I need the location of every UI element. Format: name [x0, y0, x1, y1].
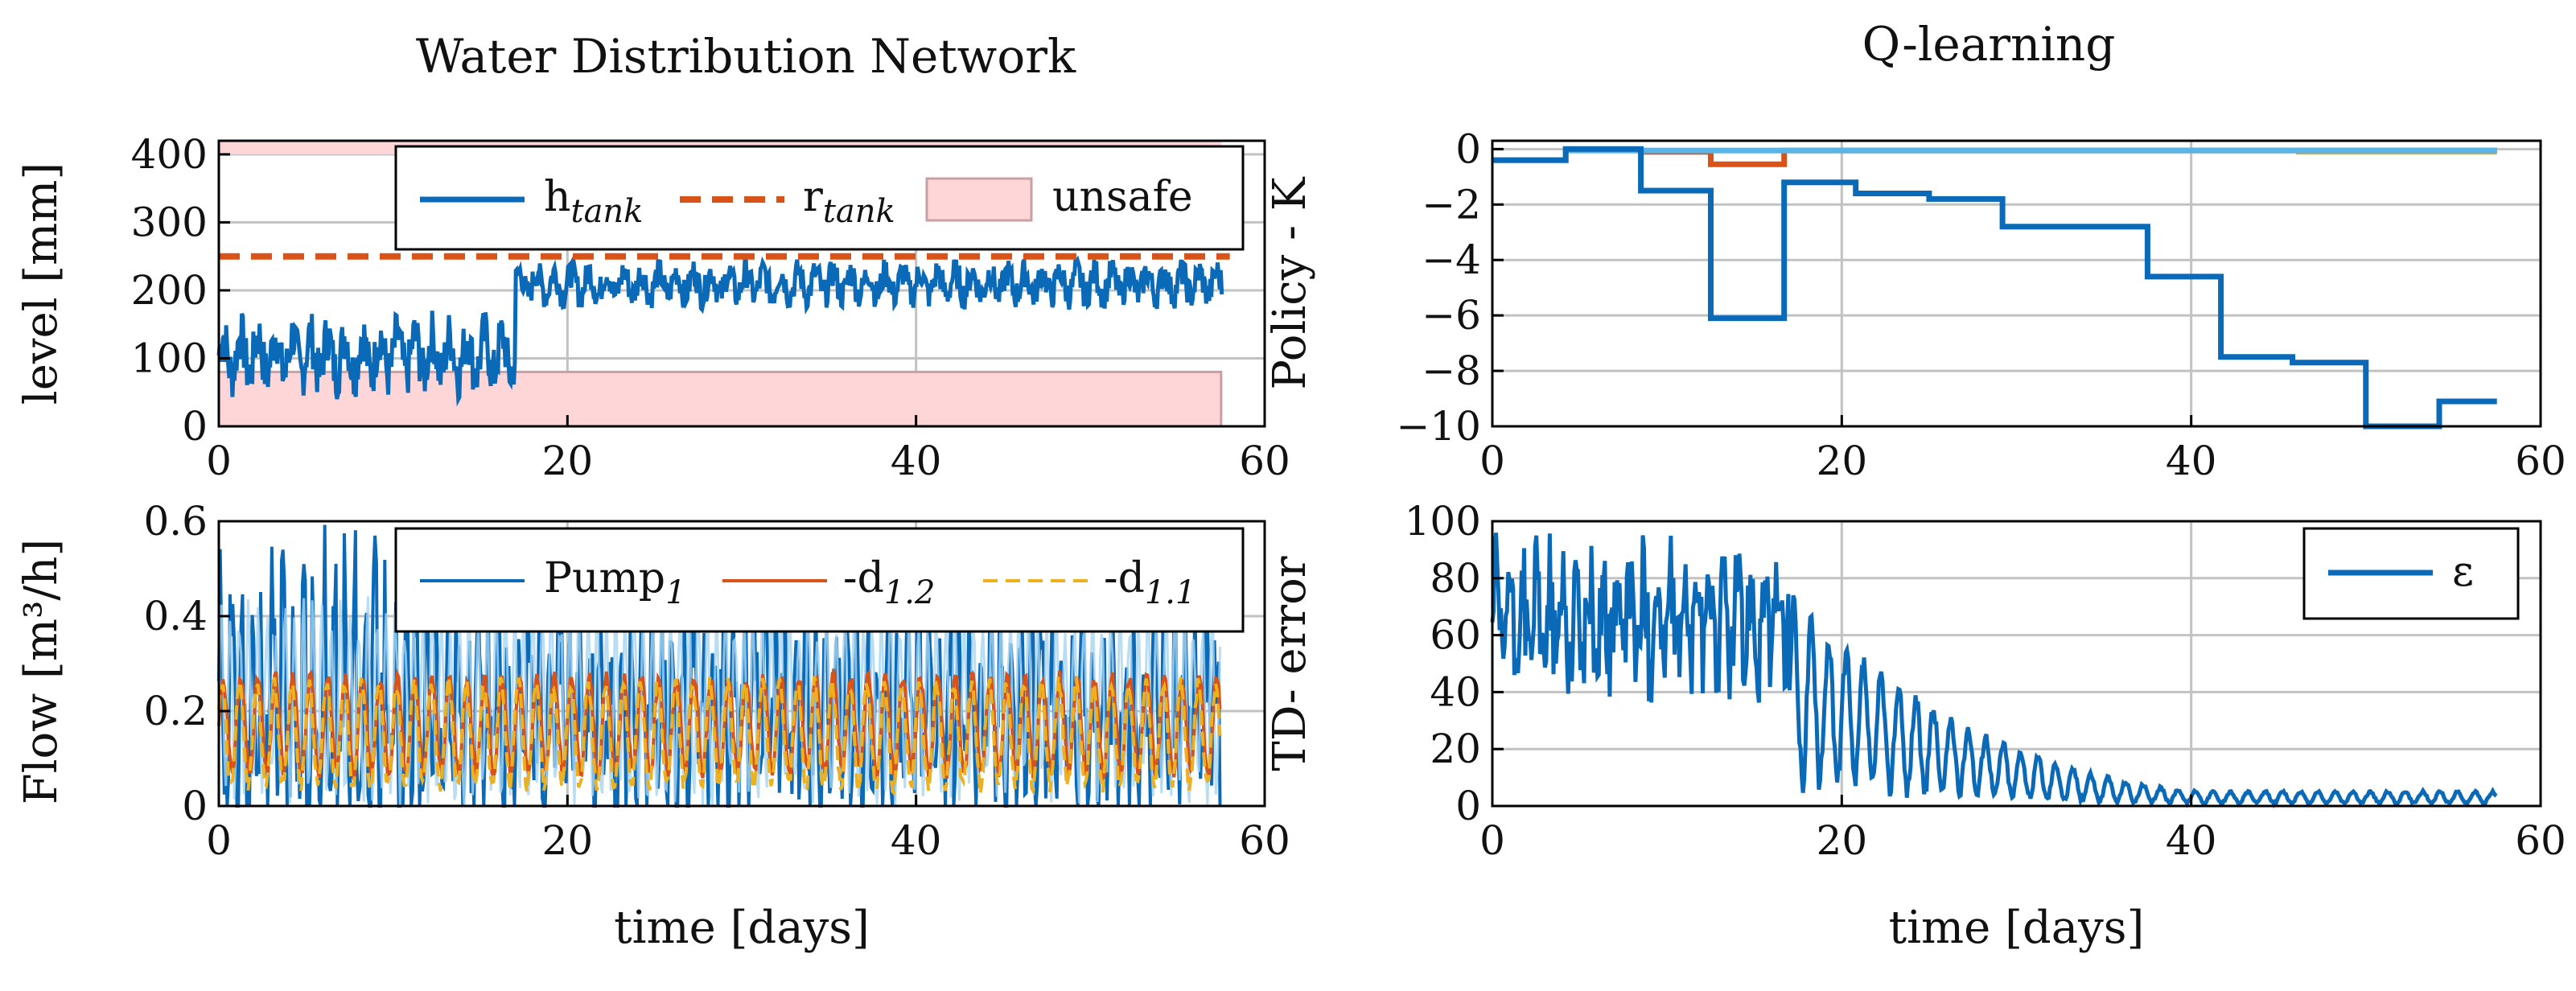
y-tick-label: 40 [1430, 668, 1481, 715]
y-tick-label: 0 [182, 783, 208, 829]
axes-frame [217, 139, 1266, 428]
y-tick-label: 20 [1430, 726, 1481, 772]
policy-line-k1 [1492, 146, 2497, 430]
x-tick-label: 60 [1239, 438, 1290, 484]
legend: Pump1 -d1.2 -d1.1 [394, 527, 1245, 633]
legend-swatch-unsafe [925, 177, 1033, 222]
x-tick-label: 20 [1817, 438, 1868, 484]
x-tick-label: 60 [2515, 817, 2566, 864]
title-left: Water Distribution Network [416, 29, 1076, 84]
x-tick-label: 40 [2166, 817, 2217, 864]
legend-label-eps: ε [2452, 548, 2474, 596]
legend-label-d11: -d1.1 [1104, 554, 1195, 611]
x-tick-label: 0 [206, 817, 232, 864]
x-tick-label: 40 [891, 817, 942, 864]
x-tick-label: 0 [1479, 438, 1505, 484]
y-axis-label: level [mm] [15, 162, 68, 405]
x-axis-label: time [days] [1889, 902, 2145, 954]
d11-line [217, 674, 1222, 797]
axes-frame [1491, 520, 2542, 808]
x-tick-label: 20 [542, 438, 594, 484]
legend-label-d12: -d1.2 [843, 554, 935, 611]
legend-label-pump: Pump1 [544, 554, 686, 611]
axes-frame [1491, 139, 2542, 428]
x-tick-label: 60 [2515, 438, 2566, 484]
legend-label-unsafe: unsafe [1052, 173, 1193, 221]
y-tick-label: 400 [131, 131, 208, 178]
y-tick-label: 0 [182, 403, 208, 450]
panel-level: 0 20 40 60 0 100 200 300 400 level [mm] htank rtank… [15, 131, 1290, 484]
panel-flow: 0 20 40 60 0 0.2 0.4 0.6 time [days] Flow [m³/h] P… [15, 498, 1290, 954]
legend-label-r: rtank [803, 173, 895, 230]
x-tick-label: 40 [891, 438, 942, 484]
y-tick-label: 200 [131, 267, 208, 314]
pump-shadow-line [217, 594, 1221, 807]
y-tick-label: 0.6 [143, 498, 208, 545]
td-error-line [1490, 533, 2498, 809]
y-tick-label: −10 [1396, 403, 1481, 450]
y-tick-label: 100 [131, 335, 208, 381]
y-tick-label: −8 [1422, 347, 1481, 394]
title-right: Q-learning [1862, 17, 2116, 72]
x-tick-label: 60 [1239, 817, 1290, 864]
legend: ε [2302, 527, 2520, 620]
y-tick-label: 0.2 [143, 688, 208, 734]
x-tick-label: 0 [206, 438, 232, 484]
legend: htank rtank unsafe [394, 145, 1245, 251]
legend-box [394, 145, 1245, 251]
y-tick-label: −2 [1422, 181, 1481, 228]
x-tick-label: 40 [2166, 438, 2217, 484]
y-tick-label: 0.4 [143, 593, 208, 639]
y-tick-label: 60 [1430, 612, 1481, 659]
y-tick-label: 0 [1455, 125, 1481, 172]
y-tick-label: 0 [1455, 783, 1481, 829]
x-tick-label: 20 [1817, 817, 1868, 864]
panel-tderror: 0 20 40 60 0 20 40 60 80 100 time [days] TD- error ε [1264, 498, 2566, 954]
axes-frame [217, 520, 1266, 808]
h-tank-line [216, 253, 1224, 407]
y-tick-label: −4 [1422, 236, 1481, 283]
y-axis-label: TD- error [1264, 556, 1316, 771]
y-tick-label: 100 [1405, 498, 1481, 545]
y-axis-label: Policy - K [1264, 176, 1316, 389]
y-axis-label: Flow [m³/h] [15, 539, 68, 804]
y-tick-label: 300 [131, 199, 208, 245]
panel-policy: 0 20 40 60 0 −2 −4 −6 −8 −10 Policy - K [1264, 125, 2566, 484]
x-tick-label: 0 [1479, 817, 1505, 864]
x-axis-label: time [days] [614, 902, 870, 954]
y-tick-label: 80 [1430, 555, 1481, 602]
legend-label-h: htank [544, 173, 643, 230]
x-tick-label: 20 [542, 817, 594, 864]
grid-lines [1492, 141, 2541, 426]
y-tick-label: −6 [1422, 292, 1481, 339]
